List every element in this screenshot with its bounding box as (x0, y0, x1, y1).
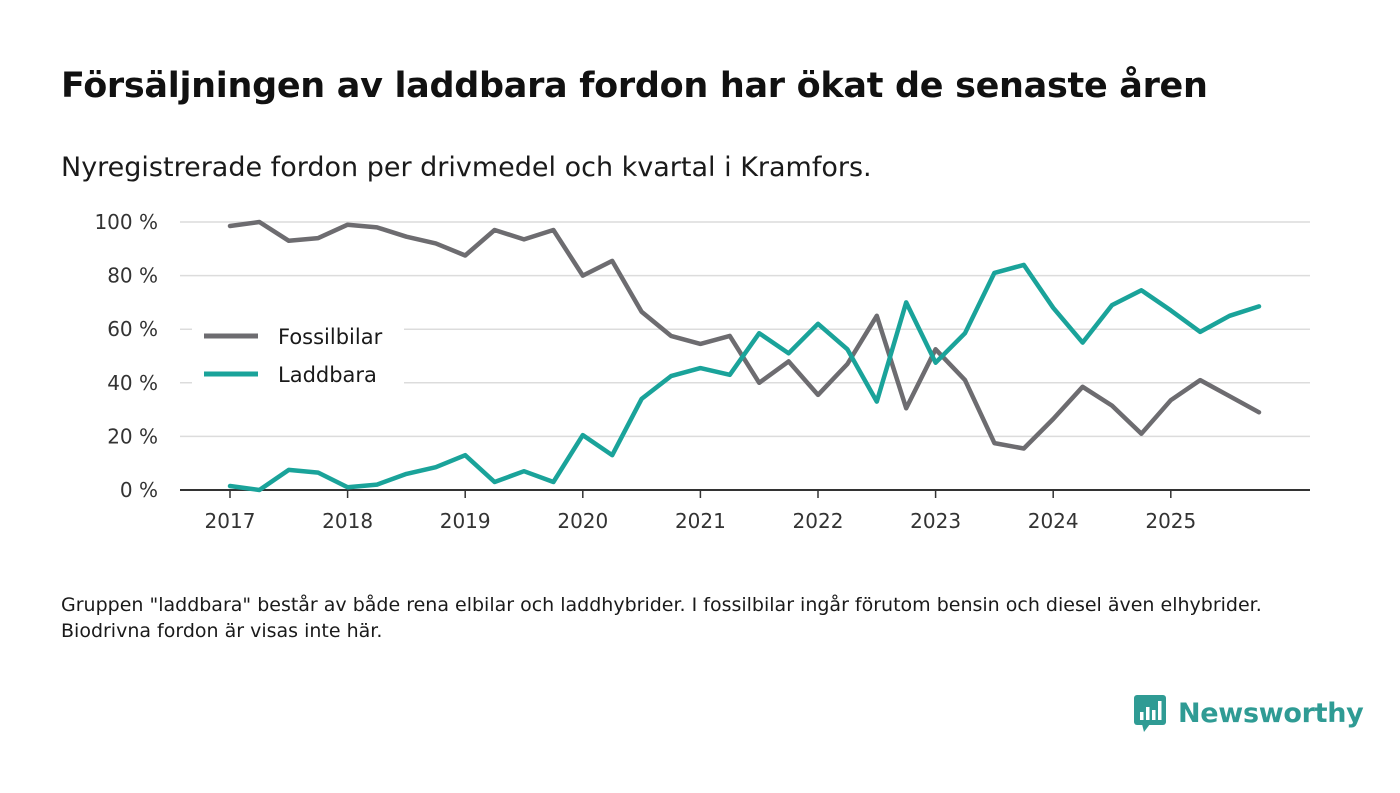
x-axis: 2017 2018 2019 2020 2021 2022 2023 2024 2025 (180, 489, 1310, 533)
y-tick-label: 80 % (107, 264, 158, 288)
y-tick-label: 0 % (120, 478, 158, 502)
y-axis: 0 % 20 % 40 % 60 % 80 % 100 % (94, 210, 158, 502)
legend-background (192, 315, 404, 401)
series-line-laddbara (227, 262, 1262, 493)
y-tick-label: 60 % (107, 317, 158, 341)
x-tick-label: 2020 (557, 509, 608, 533)
x-tick-label: 2025 (1145, 509, 1196, 533)
y-tick-label: 100 % (94, 210, 158, 234)
line-chart: 0 % 20 % 40 % 60 % 80 % 100 % 2017 2018 2019 202… (94, 210, 1310, 533)
x-tick-label: 2023 (910, 509, 961, 533)
newsworthy-brand[interactable]: Newsworthy (1132, 692, 1364, 734)
x-tick-label: 2018 (322, 509, 373, 533)
x-tick-label: 2019 (440, 509, 491, 533)
x-tick-label: 2024 (1028, 509, 1079, 533)
legend: Fossilbilar Laddbara (192, 315, 404, 401)
chart-title: Försäljningen av laddbara fordon har öka… (61, 66, 1208, 106)
x-tick-label: 2017 (205, 509, 256, 533)
y-tick-label: 40 % (107, 371, 158, 395)
brand-name: Newsworthy (1178, 697, 1364, 729)
chart-subtitle: Nyregistrerade fordon per drivmedel och … (61, 152, 872, 183)
legend-label-fossilbilar: Fossilbilar (278, 325, 383, 349)
y-tick-label: 20 % (107, 424, 158, 448)
newsworthy-logo-icon (1134, 695, 1166, 732)
x-tick-label: 2022 (793, 509, 844, 533)
legend-label-laddbara: Laddbara (278, 363, 377, 387)
series-line-fossilbilar (227, 219, 1262, 451)
x-tick-label: 2021 (675, 509, 726, 533)
footnote: Gruppen "laddbara" består av både rena e… (61, 594, 1262, 642)
series-lines (227, 219, 1262, 493)
gridlines (180, 221, 1310, 438)
